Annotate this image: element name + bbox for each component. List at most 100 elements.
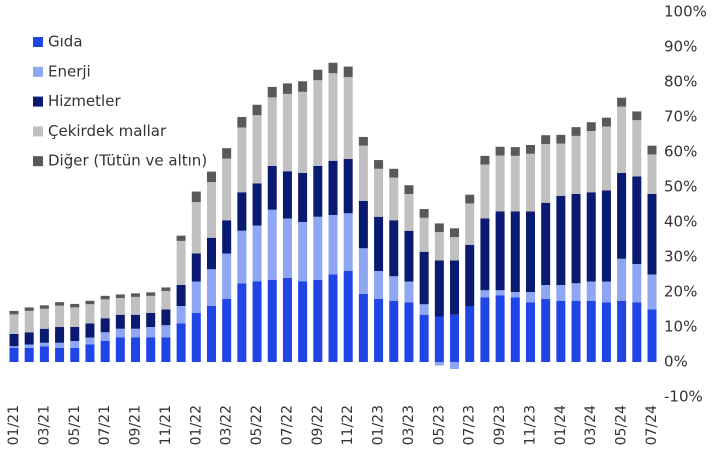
bar-segment [115,294,125,298]
bar-segment [115,297,125,315]
bar-segment [358,145,368,201]
x-tick-label: 05/24 [614,405,630,445]
bar-segment [39,328,49,343]
bar-segment [146,295,156,313]
legend-label: Gıda [48,33,83,51]
bar-segment [298,222,308,282]
bar-segment [343,159,353,214]
bar-segment [404,230,414,282]
bar-segment [632,302,642,362]
bar-segment [419,217,429,252]
bar-segment [525,302,535,362]
bar-segment [206,182,216,238]
bar-segment [191,281,201,313]
bar-segment [131,337,141,362]
bar-segment [510,211,520,292]
bar-segment [374,271,384,299]
bar-segment [206,237,216,270]
y-tick-label: -10% [664,388,703,406]
x-tick-label: 03/21 [36,405,52,445]
y-tick-label: 90% [664,38,697,56]
bar-segment [115,314,125,329]
bar-segment [586,281,596,301]
bar-segment [100,318,110,333]
bar-segment [252,183,262,226]
bar-segment [328,73,338,161]
bar-segment [161,325,171,338]
bar-segment [465,244,475,306]
bar-segment [237,230,247,284]
bar-segment [480,164,490,219]
bar-segment [55,305,65,327]
bar-segment [222,148,232,159]
x-tick-label: 09/22 [310,405,326,445]
bar-segment [146,337,156,362]
y-tick-label: 10% [664,318,697,336]
y-tick-label: 50% [664,178,697,196]
bar-segment [191,191,201,203]
bar-segment [313,216,323,280]
bar-segment [39,342,49,347]
y-tick-label: 100% [664,3,707,21]
bar-segment [434,362,444,366]
legend-swatch [33,156,43,167]
bar-segment [525,211,535,292]
bar-segment [252,115,262,184]
bar-segment [480,155,490,165]
bar-segment [313,279,323,362]
bar-segment [374,299,384,362]
bar-segment [617,106,627,173]
y-tick-label: 40% [664,213,697,231]
bar-segment [100,332,110,341]
bar-segment [115,328,125,338]
x-tick-label: 11/23 [522,405,538,445]
bar-segment [374,216,384,271]
bar-segment [617,300,627,362]
bar-segment [70,303,80,308]
bar-segment [267,166,277,210]
bar-segment [601,281,611,303]
bar-segment [85,323,95,338]
bar-segment [9,310,19,315]
bar-segment [525,153,535,212]
bar-segment [100,341,110,362]
bar-segment [176,240,186,285]
bar-segment [191,202,201,254]
bar-segment [282,171,292,219]
bar-segment [510,292,520,298]
bar-segment [617,173,627,259]
bar-segment [24,344,34,348]
bar-segment [146,327,156,338]
bar-segment [161,287,171,291]
bar-segment [541,285,551,299]
bar-segment [601,126,611,191]
bar-segment [222,220,232,254]
x-tick-label: 03/23 [401,405,417,445]
bar-segment [541,135,551,144]
bar-segment [24,310,34,333]
bar-segment [374,168,384,217]
bar-segment [328,160,338,215]
bar-segment [39,305,49,309]
bar-segment [419,304,429,315]
legend-label: Diğer (Tütün ve altın) [48,152,207,170]
bar-segment [358,136,368,146]
x-tick-label: 05/21 [67,405,83,445]
bar-segment [70,348,80,362]
legend-swatch [33,66,43,77]
bar-segment [495,295,505,362]
x-tick-label: 11/21 [158,405,174,445]
bar-segment [617,97,627,107]
bar-segment [601,117,611,127]
bar-segment [404,302,414,362]
bar-segment [556,300,566,362]
bar-segment [282,218,292,278]
bar-segment [55,342,65,348]
bar-segment [434,316,444,362]
bar-segment [191,253,201,282]
bar-segment [404,281,414,303]
bar-segment [647,145,657,155]
bar-segment [222,158,232,221]
legend-label: Hizmetler [48,92,121,110]
